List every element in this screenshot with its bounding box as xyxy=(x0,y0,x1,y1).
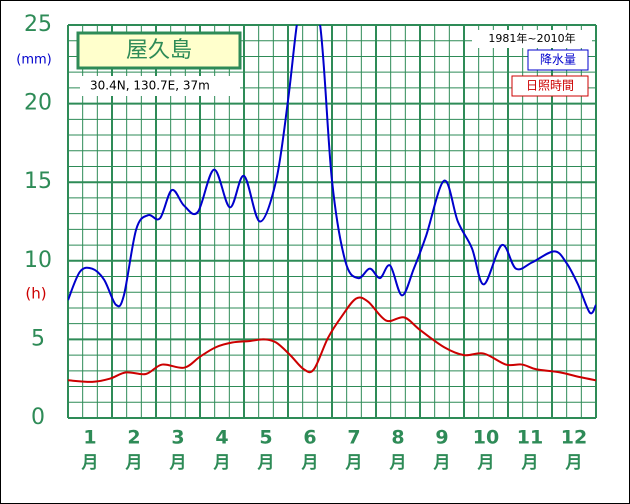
x-tick-suffix: 月 xyxy=(257,453,275,473)
x-tick-suffix: 月 xyxy=(433,453,451,473)
y-tick-label: 10 xyxy=(24,248,52,273)
y-tick-label: 15 xyxy=(24,169,52,194)
x-tick-label: 9 xyxy=(435,427,448,449)
x-tick-label: 6 xyxy=(303,427,316,449)
x-tick-label: 1 xyxy=(83,427,96,449)
x-tick-suffix: 月 xyxy=(389,453,407,473)
y-tick-label: 20 xyxy=(24,91,52,116)
x-tick-label: 11 xyxy=(517,427,543,449)
x-tick-label: 10 xyxy=(473,427,499,449)
subtitle-bg xyxy=(80,76,240,96)
period: 1981年~2010年 xyxy=(488,31,575,45)
x-tick-label: 5 xyxy=(259,427,272,449)
x-tick-label: 3 xyxy=(171,427,184,449)
x-tick-suffix: 月 xyxy=(345,453,363,473)
x-tick-label: 8 xyxy=(391,427,404,449)
y-tick-label: 0 xyxy=(31,405,45,430)
y-tick-label: 25 xyxy=(24,12,52,37)
legend-box xyxy=(511,75,589,97)
plot xyxy=(68,25,596,383)
y-tick-label: 5 xyxy=(31,326,45,351)
legend-box xyxy=(527,49,589,71)
legend-label: 日照時間 xyxy=(526,79,574,93)
x-tick-suffix: 月 xyxy=(169,453,187,473)
x-tick-label: 12 xyxy=(561,427,587,449)
y-unit-left: (mm) xyxy=(16,53,51,68)
series-line xyxy=(68,25,596,315)
x-tick-suffix: 月 xyxy=(477,453,495,473)
x-tick-suffix: 月 xyxy=(125,453,143,473)
x-tick-label: 2 xyxy=(127,427,140,449)
x-tick-suffix: 月 xyxy=(565,453,583,473)
x-tick-suffix: 月 xyxy=(521,453,539,473)
x-tick-label: 4 xyxy=(215,427,228,449)
series-line xyxy=(68,296,596,383)
chart-title: 屋久島 xyxy=(126,38,192,63)
title-box xyxy=(76,31,242,70)
x-tick-suffix: 月 xyxy=(81,453,99,473)
period-bg xyxy=(472,30,592,48)
y-unit-right: (h) xyxy=(25,285,46,303)
subtitle: 30.4N, 130.7E, 37m xyxy=(90,79,210,93)
legend-label: 降水量 xyxy=(540,53,576,67)
x-tick-suffix: 月 xyxy=(301,453,319,473)
x-tick-suffix: 月 xyxy=(213,453,231,473)
x-tick-label: 7 xyxy=(347,427,360,449)
